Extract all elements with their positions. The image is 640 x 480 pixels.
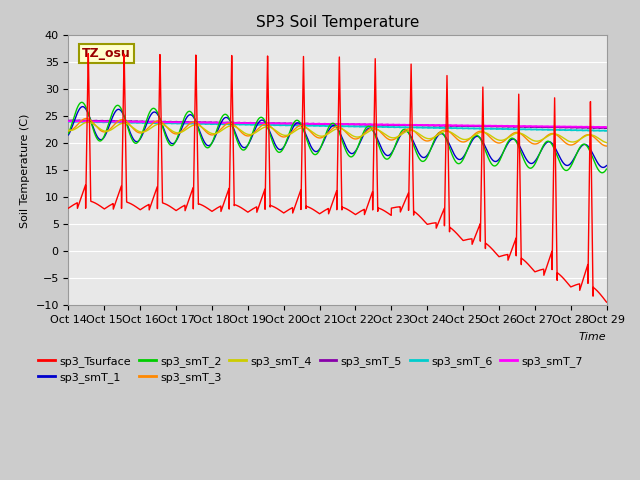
sp3_smT_7 xyxy=(552,124,559,130)
sp3_smT_2 xyxy=(65,131,72,136)
sp3_smT_6 xyxy=(70,119,78,124)
sp3_smT_5 xyxy=(65,118,72,123)
sp3_smT_1 xyxy=(552,146,559,152)
sp3_Tsurface xyxy=(602,299,610,305)
sp3_smT_5 xyxy=(180,120,188,125)
sp3_smT_2 xyxy=(215,121,223,127)
sp3_smT_1 xyxy=(215,125,223,131)
sp3_smT_2 xyxy=(598,170,606,176)
sp3_smT_1 xyxy=(602,163,610,168)
sp3_smT_7 xyxy=(65,118,72,124)
sp3_smT_3 xyxy=(65,128,72,134)
Legend: sp3_Tsurface, sp3_smT_1, sp3_smT_2, sp3_smT_3, sp3_smT_4, sp3_smT_5, sp3_smT_6, : sp3_Tsurface, sp3_smT_1, sp3_smT_2, sp3_… xyxy=(34,351,588,388)
sp3_smT_1 xyxy=(390,146,397,152)
sp3_smT_4 xyxy=(399,131,407,136)
Line: sp3_smT_5: sp3_smT_5 xyxy=(68,120,607,128)
sp3_smT_1 xyxy=(180,120,188,126)
sp3_smT_1 xyxy=(599,165,607,170)
sp3_smT_6 xyxy=(215,121,223,127)
sp3_smT_4 xyxy=(180,128,188,134)
sp3_smT_3 xyxy=(552,132,559,137)
sp3_smT_4 xyxy=(602,140,610,145)
sp3_smT_7 xyxy=(70,118,78,124)
sp3_smT_6 xyxy=(603,128,611,134)
sp3_Tsurface xyxy=(399,202,407,208)
sp3_smT_5 xyxy=(215,120,223,125)
Line: sp3_smT_2: sp3_smT_2 xyxy=(68,102,607,173)
sp3_smT_6 xyxy=(390,124,397,130)
sp3_smT_6 xyxy=(180,121,188,127)
sp3_smT_7 xyxy=(602,124,609,130)
sp3_smT_7 xyxy=(602,124,610,130)
sp3_smT_2 xyxy=(78,99,86,105)
Y-axis label: Soil Temperature (C): Soil Temperature (C) xyxy=(20,113,30,228)
sp3_smT_5 xyxy=(602,125,609,131)
Line: sp3_smT_7: sp3_smT_7 xyxy=(68,121,607,127)
sp3_Tsurface xyxy=(390,204,397,210)
sp3_smT_3 xyxy=(399,129,407,134)
sp3_smT_5 xyxy=(399,122,407,128)
sp3_Tsurface xyxy=(552,159,559,165)
sp3_smT_4 xyxy=(215,130,223,135)
sp3_Tsurface xyxy=(84,51,92,57)
sp3_Tsurface xyxy=(603,299,611,305)
sp3_Tsurface xyxy=(65,205,72,211)
sp3_smT_6 xyxy=(399,124,407,130)
sp3_smT_2 xyxy=(390,146,397,152)
sp3_smT_4 xyxy=(552,131,559,137)
sp3_smT_6 xyxy=(602,128,609,134)
Text: TZ_osu: TZ_osu xyxy=(82,47,131,60)
Text: Time: Time xyxy=(579,333,607,342)
sp3_smT_3 xyxy=(603,143,611,149)
sp3_smT_7 xyxy=(399,122,407,128)
sp3_smT_1 xyxy=(603,163,611,168)
sp3_smT_3 xyxy=(390,137,397,143)
sp3_smT_1 xyxy=(65,132,72,138)
sp3_smT_2 xyxy=(399,127,407,132)
sp3_smT_4 xyxy=(65,127,72,133)
sp3_smT_2 xyxy=(603,166,611,172)
sp3_smT_7 xyxy=(390,122,397,128)
sp3_smT_6 xyxy=(65,119,72,125)
Line: sp3_smT_4: sp3_smT_4 xyxy=(68,122,607,143)
sp3_smT_1 xyxy=(399,129,407,135)
Line: sp3_Tsurface: sp3_Tsurface xyxy=(68,54,607,302)
sp3_smT_5 xyxy=(552,124,559,130)
Line: sp3_smT_6: sp3_smT_6 xyxy=(68,121,607,131)
sp3_smT_7 xyxy=(180,120,188,125)
sp3_smT_4 xyxy=(603,140,611,145)
sp3_smT_5 xyxy=(603,125,611,131)
sp3_smT_2 xyxy=(180,116,188,122)
sp3_smT_5 xyxy=(390,122,397,128)
sp3_smT_7 xyxy=(603,124,611,130)
sp3_smT_3 xyxy=(215,128,223,134)
sp3_Tsurface xyxy=(180,203,188,209)
Line: sp3_smT_1: sp3_smT_1 xyxy=(68,107,607,168)
Line: sp3_smT_3: sp3_smT_3 xyxy=(68,119,607,146)
sp3_smT_6 xyxy=(602,128,610,134)
sp3_smT_3 xyxy=(602,143,610,149)
sp3_smT_2 xyxy=(602,167,610,172)
Title: SP3 Soil Temperature: SP3 Soil Temperature xyxy=(256,15,419,30)
sp3_smT_4 xyxy=(390,135,397,141)
sp3_smT_4 xyxy=(84,120,92,125)
sp3_Tsurface xyxy=(215,204,223,210)
sp3_smT_2 xyxy=(552,149,559,155)
sp3_smT_3 xyxy=(83,116,90,121)
sp3_smT_7 xyxy=(215,120,223,126)
sp3_smT_6 xyxy=(552,127,559,133)
sp3_smT_3 xyxy=(180,126,188,132)
sp3_smT_5 xyxy=(70,118,78,123)
sp3_smT_1 xyxy=(79,104,86,109)
sp3_smT_5 xyxy=(602,125,610,131)
